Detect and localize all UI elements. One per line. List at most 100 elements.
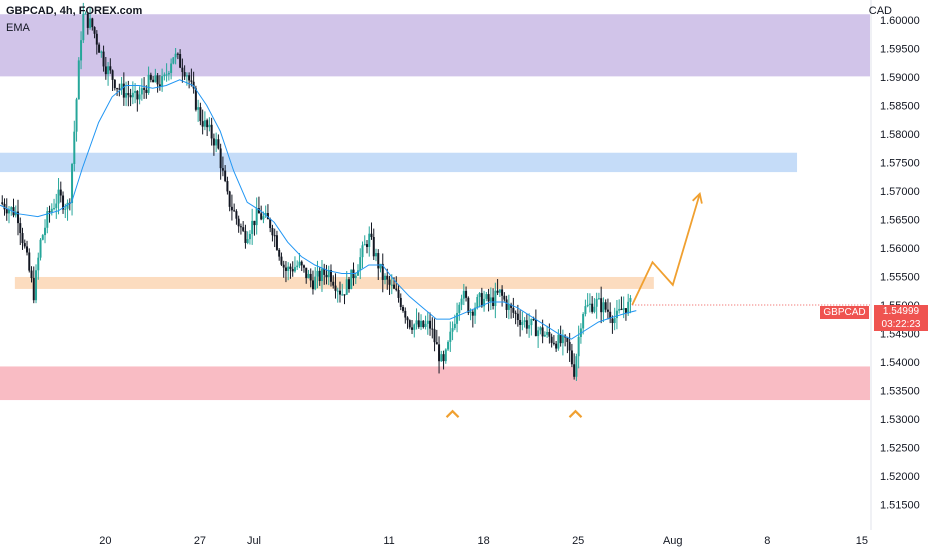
x-tick-label: 11 xyxy=(383,535,394,547)
candle xyxy=(489,287,492,311)
candle xyxy=(260,205,263,221)
candle xyxy=(278,248,281,261)
candle xyxy=(375,248,378,262)
candle-body xyxy=(37,257,40,271)
candle xyxy=(429,312,432,336)
candle-body xyxy=(293,267,296,272)
ema-indicator-label[interactable]: EMA xyxy=(6,22,30,34)
candle-body xyxy=(350,269,353,290)
candle xyxy=(156,72,159,93)
candle xyxy=(618,299,621,314)
candle-body xyxy=(145,89,148,93)
candle-body xyxy=(244,230,247,243)
candle-body xyxy=(381,263,384,280)
candle xyxy=(550,333,553,348)
candle-body xyxy=(215,139,218,146)
candle xyxy=(399,293,402,311)
candle xyxy=(140,78,143,101)
candle xyxy=(386,268,389,290)
candle xyxy=(566,336,569,354)
candle-body xyxy=(561,335,564,344)
candle xyxy=(471,308,474,328)
candle-body xyxy=(429,320,432,329)
candle xyxy=(185,72,188,86)
candle xyxy=(582,312,585,335)
candle-body xyxy=(226,181,229,192)
candle-body xyxy=(73,131,76,165)
candle xyxy=(86,13,89,35)
candle xyxy=(248,230,251,245)
candle xyxy=(525,314,528,334)
candle-body xyxy=(440,354,443,362)
candle-body xyxy=(284,267,287,271)
candle-body xyxy=(329,270,332,282)
candle xyxy=(480,287,483,308)
candle-body xyxy=(289,266,292,269)
candle xyxy=(602,297,605,323)
candle-body xyxy=(345,279,348,295)
candle xyxy=(28,248,31,273)
candle-body xyxy=(591,303,594,312)
candle xyxy=(12,198,15,218)
candle-body xyxy=(422,320,425,328)
candle xyxy=(77,57,80,100)
candle-body xyxy=(127,93,130,96)
candle xyxy=(127,80,130,107)
candle xyxy=(586,293,589,308)
candle xyxy=(415,308,418,330)
candle-body xyxy=(260,213,263,220)
candle xyxy=(395,276,398,292)
candle-body xyxy=(451,328,454,332)
candle xyxy=(53,198,56,211)
candle xyxy=(298,252,301,269)
candle-body xyxy=(582,314,585,329)
candle-body xyxy=(300,261,303,266)
candle-body xyxy=(449,331,452,342)
candle xyxy=(584,299,587,317)
candle xyxy=(46,207,49,234)
candle-body xyxy=(525,320,528,329)
candle xyxy=(483,290,486,312)
candle-body xyxy=(1,202,4,204)
candle xyxy=(100,50,103,58)
candle-body xyxy=(408,320,411,328)
candle xyxy=(570,343,573,368)
candle xyxy=(165,63,168,82)
candle-body xyxy=(397,289,400,298)
candle-body xyxy=(548,331,551,337)
candle-body xyxy=(602,302,605,313)
candle xyxy=(404,307,407,324)
candle xyxy=(521,311,524,331)
candle xyxy=(181,58,184,83)
candle-body xyxy=(543,334,546,337)
candle-body xyxy=(8,209,11,214)
candle-body xyxy=(404,310,407,318)
x-tick-label: 18 xyxy=(478,535,490,547)
candle-body xyxy=(266,213,269,220)
candle xyxy=(356,264,359,277)
candle xyxy=(161,68,164,92)
candle-body xyxy=(257,208,260,214)
candle-body xyxy=(165,74,168,76)
candle xyxy=(66,199,69,221)
candle-body xyxy=(327,270,330,278)
candle xyxy=(426,311,429,335)
candle xyxy=(435,329,438,345)
candle-body xyxy=(417,320,420,327)
candle xyxy=(372,228,375,261)
candle-body xyxy=(606,309,609,312)
candle xyxy=(408,319,411,330)
candle-body xyxy=(411,327,414,330)
candle-body xyxy=(46,211,49,228)
candle-body xyxy=(98,44,101,53)
candle xyxy=(613,307,616,331)
candle-body xyxy=(546,331,549,335)
candle-body xyxy=(298,261,301,266)
candle xyxy=(14,205,17,218)
candle-body xyxy=(125,93,128,98)
candle-body xyxy=(575,356,578,377)
candle xyxy=(206,118,209,137)
bar-countdown: 03:22:23 xyxy=(881,319,921,330)
candle xyxy=(233,203,236,212)
